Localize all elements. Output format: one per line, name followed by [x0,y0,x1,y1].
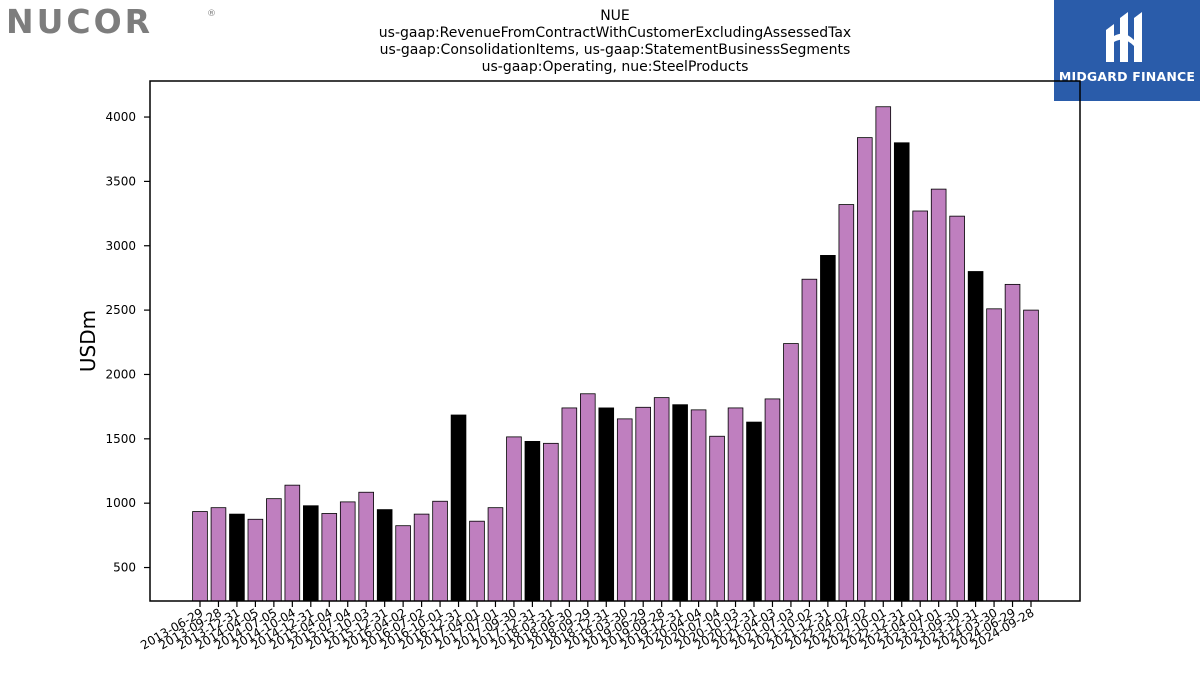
bar [635,406,651,602]
chart-title: NUEus-gaap:RevenueFromContractWithCustom… [379,8,851,75]
plot-frame [149,80,1081,602]
bar [820,255,836,602]
registered-mark: ® [207,9,216,19]
bar [967,271,984,602]
bar [450,414,467,602]
bar [746,421,762,602]
bar [1004,283,1021,602]
bar [247,518,264,602]
y-tick-label: 2000 [105,367,136,381]
bar [727,407,744,602]
y-tick-label: 2500 [105,303,136,317]
bar [303,505,319,602]
y-axis: 500 1000 1500 2000 2500 3000 3500 4000 [105,110,150,575]
chart-title-line: us-gaap:RevenueFromContractWithCustomerE… [379,25,851,41]
chart-title-line: NUE [600,8,630,24]
bar [413,513,430,602]
midgard-finance-name: MIDGARD FINANCE [1058,69,1196,84]
bar [616,418,633,602]
bar [432,500,448,602]
y-tick-label: 1000 [105,496,136,510]
bar [487,507,504,602]
bar [395,525,411,602]
bar [801,278,818,602]
bar [986,308,1002,602]
bar [857,137,873,602]
y-tick-label: 3500 [105,174,136,188]
bar [598,407,615,602]
bar [229,513,245,602]
x-axis: 2013-06-292013-09-282013-12-312014-04-05… [138,601,1037,652]
bar [376,509,393,602]
nucor-logo-text: NUCOR [6,4,153,41]
bar [764,398,781,602]
bar [469,520,485,602]
midgard-m-logo-icon [1106,12,1142,62]
bar [930,188,947,602]
nucor-logo: NUCOR ® [6,2,221,46]
bar [949,215,965,602]
bars [192,106,1039,602]
bar [1023,309,1039,602]
chart-title-line: us-gaap:Operating, nue:SteelProducts [482,59,749,75]
bar [339,501,356,602]
bar [524,440,541,602]
bar [838,204,855,602]
y-tick-label: 1500 [105,432,136,446]
bar [672,404,688,602]
y-axis-label: USDm [76,310,100,372]
bar [783,343,799,602]
bar [321,513,338,602]
midgard-finance-badge: MIDGARD FINANCE [1054,0,1200,101]
bar [358,491,374,602]
bar [912,210,928,602]
bar [893,142,910,602]
bar [561,407,578,602]
y-tick-label: 4000 [105,110,136,124]
y-tick-label: 500 [113,561,136,575]
y-tick-label: 3000 [105,239,136,253]
bar [543,442,559,602]
bar [580,393,596,602]
bar [653,397,670,602]
bar [284,484,301,602]
bar [709,435,725,602]
bar [690,409,707,602]
bar [875,106,892,602]
nucor-logo-mark: NUCOR ® [6,2,216,41]
bar [192,511,208,602]
bar [266,498,282,602]
chart-title-line: us-gaap:ConsolidationItems, us-gaap:Stat… [380,42,851,58]
bar [210,507,227,602]
bar [506,436,522,602]
